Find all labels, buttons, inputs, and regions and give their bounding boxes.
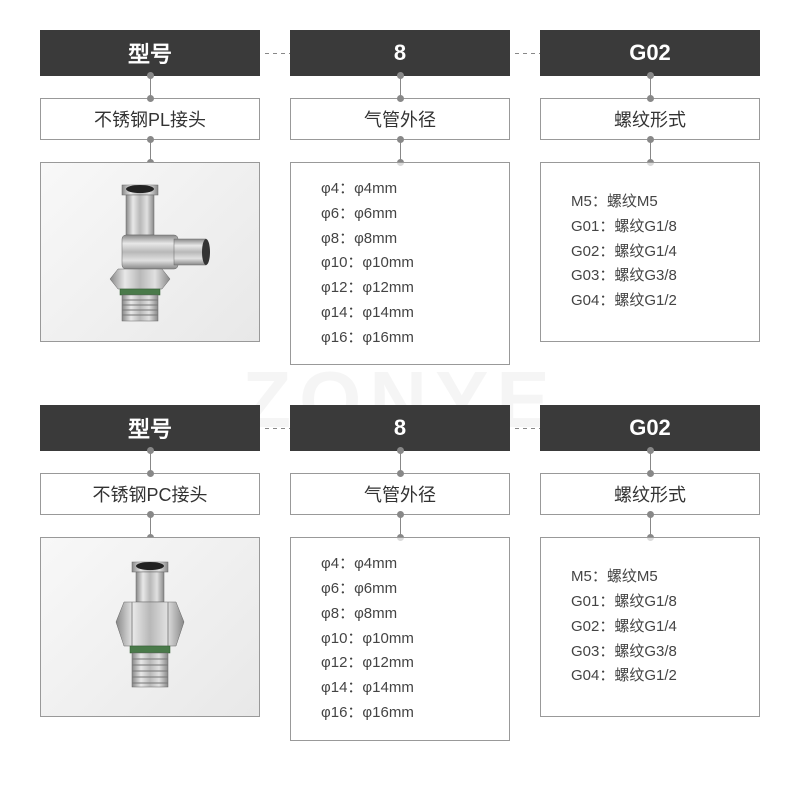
thread-spec-box: M5：螺纹M5G01：螺纹G1/8G02：螺纹G1/4G03：螺纹G3/8G04… [540, 162, 760, 342]
diameter-spec-box: φ4：φ4mmφ6：φ6mmφ8：φ8mmφ10：φ10mmφ12：φ12mmφ… [290, 162, 510, 365]
spec-line: φ4：φ4mm [301, 552, 499, 577]
spec-line: φ6：φ6mm [301, 202, 499, 227]
spec-line: φ14：φ14mm [301, 301, 499, 326]
sub-header-cell: 气管外径 [290, 473, 510, 515]
spec-line: φ8：φ8mm [301, 227, 499, 252]
header-cell: 8 [290, 405, 510, 451]
spec-line: G03：螺纹G3/8 [551, 264, 749, 289]
thread-spec-box: M5：螺纹M5G01：螺纹G1/8G02：螺纹G1/4G03：螺纹G3/8G04… [540, 537, 760, 717]
connector-dot [150, 515, 151, 537]
spec-section-1: 型号 不锈钢PC接头 8 气管外径 G02 螺纹形式 [40, 405, 760, 740]
spec-line: M5：螺纹M5 [551, 565, 749, 590]
spec-line: φ12：φ12mm [301, 651, 499, 676]
product-image-box [40, 537, 260, 717]
spec-line: G03：螺纹G3/8 [551, 640, 749, 665]
spec-line: φ16：φ16mm [301, 326, 499, 351]
connector-dot [400, 76, 401, 98]
spec-line: G01：螺纹G1/8 [551, 215, 749, 240]
sub-header-cell: 螺纹形式 [540, 98, 760, 140]
product-image-straight [80, 552, 220, 702]
spec-line: G04：螺纹G1/2 [551, 289, 749, 314]
sub-header-cell: 气管外径 [290, 98, 510, 140]
spec-line: φ10：φ10mm [301, 251, 499, 276]
connector-dot [150, 451, 151, 473]
spec-line: G04：螺纹G1/2 [551, 664, 749, 689]
spec-line: φ6：φ6mm [301, 577, 499, 602]
spec-line: G01：螺纹G1/8 [551, 590, 749, 615]
header-cell: G02 [540, 405, 760, 451]
connector-dot [400, 140, 401, 162]
connector-dot [400, 451, 401, 473]
connector-dot [650, 140, 651, 162]
connector-dot [650, 76, 651, 98]
spec-line: φ10：φ10mm [301, 627, 499, 652]
spec-line: φ8：φ8mm [301, 602, 499, 627]
sub-header-cell: 不锈钢PL接头 [40, 98, 260, 140]
spec-line: φ14：φ14mm [301, 676, 499, 701]
sub-header-cell: 不锈钢PC接头 [40, 473, 260, 515]
spec-line: M5：螺纹M5 [551, 190, 749, 215]
product-image-elbow [80, 177, 220, 327]
spec-section-0: 型号 不锈钢PL接头 8 气管外径 G02 螺纹形式 [40, 30, 760, 365]
header-cell: 型号 [40, 405, 260, 451]
spec-line: φ12：φ12mm [301, 276, 499, 301]
connector-dot [150, 140, 151, 162]
spec-line: φ16：φ16mm [301, 701, 499, 726]
spec-line: φ4：φ4mm [301, 177, 499, 202]
spec-line: G02：螺纹G1/4 [551, 240, 749, 265]
connector-dot [650, 515, 651, 537]
diameter-spec-box: φ4：φ4mmφ6：φ6mmφ8：φ8mmφ10：φ10mmφ12：φ12mmφ… [290, 537, 510, 740]
connector-dot [650, 451, 651, 473]
connector-dot [150, 76, 151, 98]
spec-line: G02：螺纹G1/4 [551, 615, 749, 640]
sub-header-cell: 螺纹形式 [540, 473, 760, 515]
header-cell: G02 [540, 30, 760, 76]
header-cell: 8 [290, 30, 510, 76]
connector-dot [400, 515, 401, 537]
header-cell: 型号 [40, 30, 260, 76]
product-image-box [40, 162, 260, 342]
